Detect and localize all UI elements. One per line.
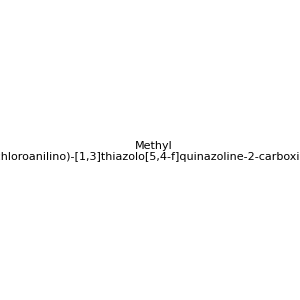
Text: Methyl 9-(4-chloroanilino)-[1,3]thiazolo[5,4-f]quinazoline-2-carboximidate: Methyl 9-(4-chloroanilino)-[1,3]thiazolo… [0, 141, 300, 162]
